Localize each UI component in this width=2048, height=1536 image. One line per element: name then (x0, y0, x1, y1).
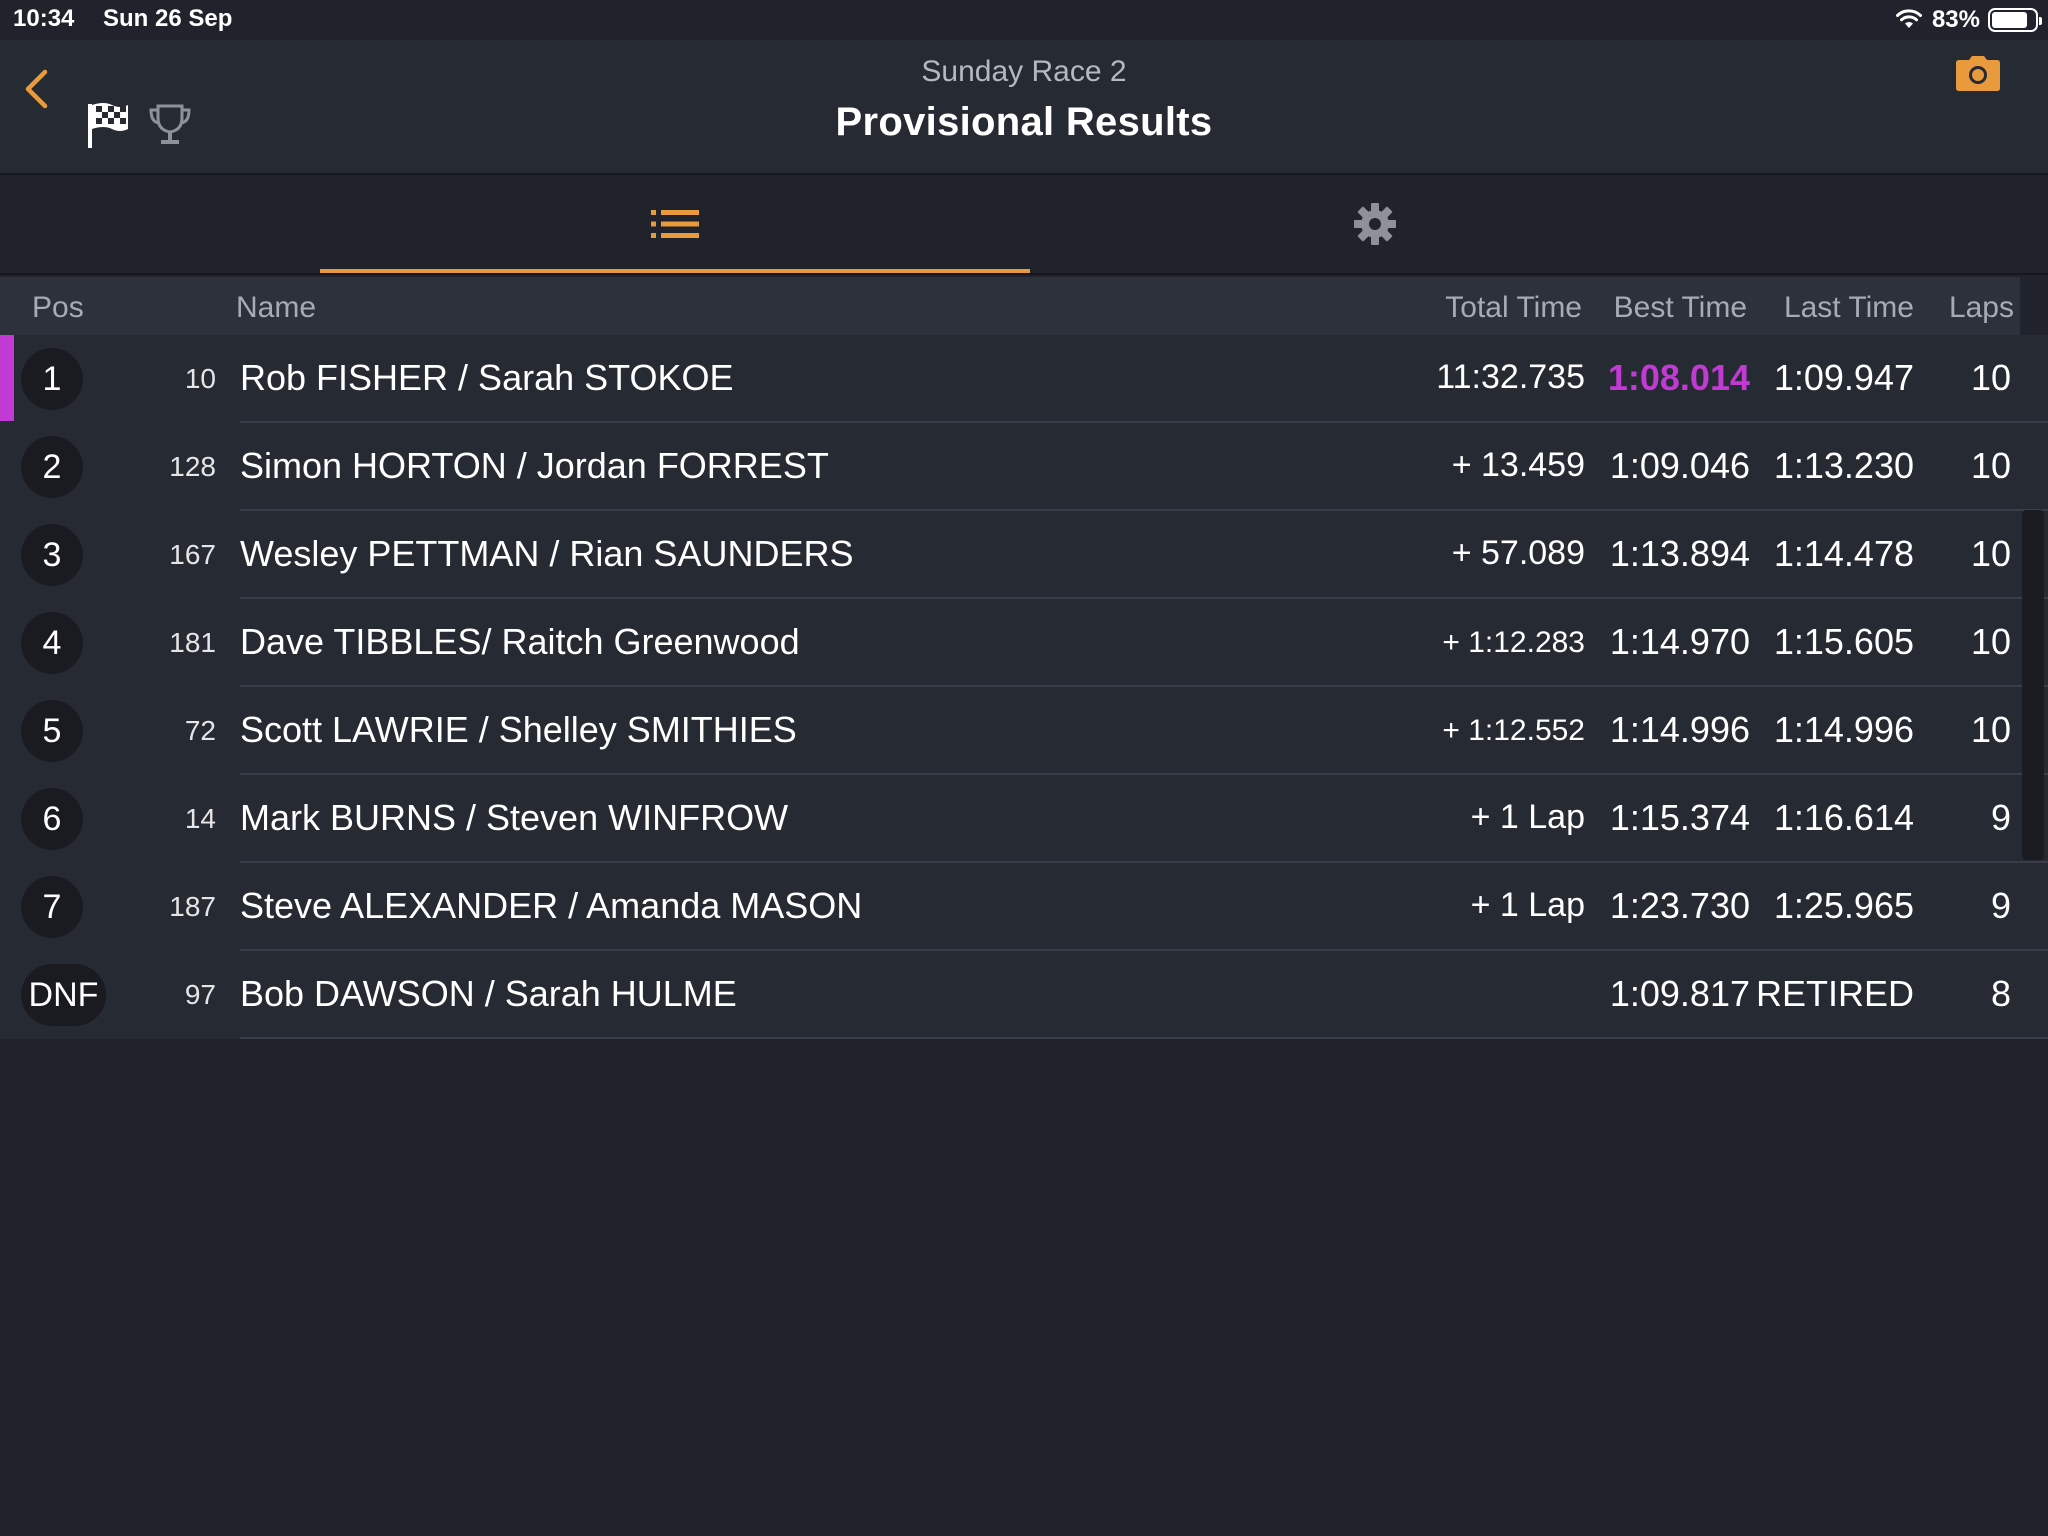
race-subtitle: Sunday Race 2 (921, 55, 1127, 88)
total-time: + 57.089 (1451, 534, 1585, 572)
table-row[interactable]: 5 72 Scott LAWRIE / Shelley SMITHIES + 1… (0, 687, 2048, 775)
gear-icon (1354, 203, 1396, 245)
table-row[interactable]: 2 128 Simon HORTON / Jordan FORREST + 13… (0, 423, 2048, 511)
car-number: 72 (184, 715, 216, 746)
table-row[interactable]: DNF 97 Bob DAWSON / Sarah HULME 1:09.817… (0, 951, 2048, 1039)
column-header-name[interactable]: Name (236, 291, 317, 324)
car-number: 187 (169, 891, 216, 922)
tab-settings[interactable] (1020, 175, 1730, 273)
position-badge: DNF (21, 964, 106, 1026)
column-header-pos[interactable]: Pos (32, 291, 84, 324)
table-row[interactable]: 6 14 Mark BURNS / Steven WINFROW + 1 Lap… (0, 775, 2048, 863)
last-time: 1:13.230 (1773, 445, 1914, 486)
column-header-best-time[interactable]: Best Time (1613, 291, 1747, 324)
laps: 10 (1970, 533, 2011, 574)
position-badge: 5 (21, 700, 83, 762)
fastest-lap-marker (0, 335, 14, 423)
back-button[interactable] (18, 60, 58, 120)
laps: 9 (1990, 797, 2011, 838)
battery-percent: 83% (1931, 6, 1980, 33)
header: Sunday Race 2 Provisional Results (0, 40, 2048, 175)
total-time: + 1 Lap (1470, 886, 1585, 924)
results-table: 1 10 Rob FISHER / Sarah STOKOE 11:32.735… (0, 335, 2048, 1039)
car-number: 10 (184, 363, 216, 394)
laps: 10 (1970, 445, 2011, 486)
last-time: 1:15.605 (1773, 621, 1914, 662)
battery-level (1992, 12, 2027, 28)
car-number: 97 (184, 979, 216, 1010)
total-time: + 1:12.283 (1442, 626, 1585, 659)
car-number: 167 (169, 539, 216, 570)
driver-names: Bob DAWSON / Sarah HULME (240, 973, 737, 1014)
last-time: 1:09.947 (1773, 357, 1914, 398)
scrollbar[interactable] (2022, 510, 2044, 860)
column-header-total-time[interactable]: Total Time (1445, 291, 1582, 324)
total-time: + 1:12.552 (1442, 714, 1585, 747)
driver-names: Simon HORTON / Jordan FORREST (240, 445, 829, 486)
results-table-header: Pos Name Total Time Best Time Last Time … (0, 277, 2020, 335)
driver-names: Mark BURNS / Steven WINFROW (240, 797, 789, 838)
last-time: 1:16.614 (1773, 797, 1914, 838)
laps: 10 (1970, 709, 2011, 750)
driver-names: Rob FISHER / Sarah STOKOE (240, 357, 734, 398)
best-time: 1:13.894 (1609, 533, 1750, 574)
chevron-left-icon (25, 69, 48, 109)
total-time: 11:32.735 (1436, 358, 1585, 396)
driver-names: Wesley PETTMAN / Rian SAUNDERS (240, 533, 854, 574)
tab-bar (0, 175, 2048, 275)
laps: 10 (1970, 357, 2011, 398)
trophy-icon[interactable] (148, 102, 192, 153)
driver-names: Dave TIBBLES/ Raitch Greenwood (240, 621, 800, 662)
status-right: 83% (1894, 4, 2042, 36)
last-time: 1:14.996 (1773, 709, 1914, 750)
last-time: 1:25.965 (1773, 885, 1914, 926)
position-badge: 7 (21, 876, 83, 938)
total-time: + 13.459 (1451, 446, 1585, 484)
table-row[interactable]: 1 10 Rob FISHER / Sarah STOKOE 11:32.735… (0, 335, 2048, 423)
checkered-flag-icon[interactable] (86, 100, 132, 155)
car-number: 181 (169, 627, 216, 658)
position-badge: 4 (21, 612, 83, 674)
position-badge: 3 (21, 524, 83, 586)
laps: 10 (1970, 621, 2011, 662)
best-time: 1:14.996 (1609, 709, 1750, 750)
column-header-last-time[interactable]: Last Time (1783, 291, 1914, 324)
wifi-icon (1894, 6, 1924, 35)
laps: 8 (1990, 973, 2011, 1014)
car-number: 14 (184, 803, 216, 834)
position-badge: 6 (21, 788, 83, 850)
best-time: 1:15.374 (1609, 797, 1750, 838)
best-time: 1:14.970 (1609, 621, 1750, 662)
screenshot-button[interactable] (1955, 54, 2001, 99)
position-badge: 1 (21, 348, 83, 410)
column-header-laps[interactable]: Laps (1948, 291, 2014, 324)
battery-icon (1988, 8, 2042, 32)
position-badge: 2 (21, 436, 83, 498)
status-time: 10:34 (13, 5, 75, 32)
table-row[interactable]: 7 187 Steve ALEXANDER / Amanda MASON + 1… (0, 863, 2048, 951)
best-time: 1:09.817 (1609, 973, 1750, 1014)
best-time: 1:08.014 (1607, 357, 1750, 398)
best-time: 1:23.730 (1609, 885, 1750, 926)
tab-results-list[interactable] (320, 175, 1030, 273)
table-row[interactable]: 3 167 Wesley PETTMAN / Rian SAUNDERS + 5… (0, 511, 2048, 599)
camera-icon (1956, 56, 2000, 91)
list-icon (651, 210, 699, 238)
laps: 9 (1990, 885, 2011, 926)
table-row[interactable]: 4 181 Dave TIBBLES/ Raitch Greenwood + 1… (0, 599, 2048, 687)
page-title: Provisional Results (835, 100, 1213, 144)
car-number: 128 (169, 451, 216, 482)
last-time: RETIRED (1755, 973, 1914, 1014)
total-time: + 1 Lap (1470, 798, 1585, 836)
driver-names: Scott LAWRIE / Shelley SMITHIES (240, 709, 797, 750)
driver-names: Steve ALEXANDER / Amanda MASON (240, 885, 863, 926)
best-time: 1:09.046 (1609, 445, 1750, 486)
last-time: 1:14.478 (1773, 533, 1914, 574)
status-bar: 10:34 Sun 26 Sep 83% (0, 0, 2048, 40)
active-tab-indicator (320, 269, 1030, 273)
status-date: Sun 26 Sep (103, 5, 233, 32)
